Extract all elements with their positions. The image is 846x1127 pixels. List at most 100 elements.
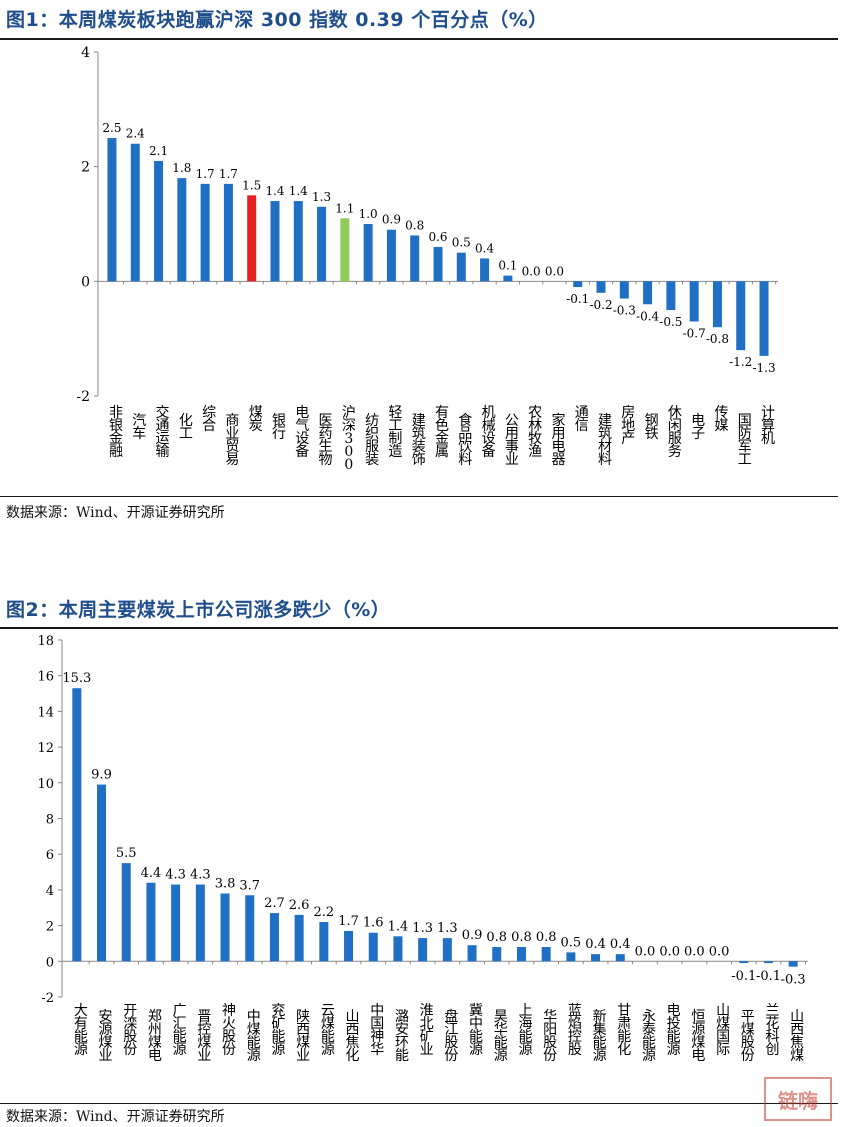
category-label: 食品饮料	[458, 412, 472, 468]
data-label: 0.0	[635, 944, 656, 959]
bar	[566, 952, 576, 962]
watermark-stamp: 链嗨	[764, 1077, 832, 1121]
data-label: 15.3	[62, 671, 91, 686]
bar	[220, 893, 230, 962]
category-label: 交通运输	[156, 404, 170, 460]
data-label: 4.4	[141, 866, 162, 881]
category-label: 建筑装饰	[412, 413, 426, 468]
category-label: 山西焦化	[346, 1009, 360, 1064]
category-label: 永泰能源	[642, 1009, 656, 1064]
bar	[247, 195, 257, 282]
figure-1-top-rule	[0, 38, 838, 40]
bar	[689, 281, 699, 322]
bar	[72, 688, 82, 962]
bar	[195, 884, 205, 962]
bar	[269, 913, 279, 962]
data-label: 0.0	[522, 264, 541, 278]
bar	[739, 961, 749, 964]
bar	[317, 206, 327, 282]
bar	[177, 178, 187, 282]
data-label: 2.7	[264, 896, 285, 911]
data-label: 0.0	[545, 264, 564, 278]
bar	[712, 281, 722, 328]
bar	[591, 954, 601, 962]
data-label: 1.3	[312, 190, 331, 204]
data-label: 1.4	[289, 184, 308, 198]
data-label: 0.6	[428, 230, 447, 244]
figure-1-title: 图1：本周煤炭板块跑赢沪深 300 指数 0.39 个百分点（%）	[6, 9, 548, 31]
bar	[294, 914, 304, 962]
category-label: 甘肃能化	[617, 1003, 631, 1058]
data-label: 1.8	[172, 161, 191, 175]
category-label: 平煤股份	[741, 1009, 755, 1064]
figure-2-bottom-rule	[0, 1103, 838, 1104]
category-label: 晋控煤业	[197, 1009, 211, 1064]
bar	[363, 224, 373, 282]
category-label: 蓝焰控股	[568, 1003, 582, 1058]
bar	[418, 938, 428, 962]
data-label: 1.4	[388, 919, 409, 934]
bar	[619, 281, 629, 299]
bar	[736, 281, 746, 351]
data-label: -0.5	[659, 315, 682, 329]
bar	[393, 936, 403, 962]
bar	[200, 183, 210, 282]
data-label: 0.0	[709, 944, 730, 959]
category-label: 农林牧渔	[528, 405, 542, 460]
category-label: 通信	[575, 405, 589, 434]
data-label: -0.1	[756, 969, 781, 984]
y-tick-label: 16	[37, 670, 54, 685]
y-tick-label: 12	[37, 741, 54, 756]
bar	[154, 160, 164, 282]
bar	[442, 938, 452, 962]
data-label: 0.8	[511, 930, 532, 945]
data-label: 4.3	[190, 868, 211, 883]
bar	[643, 281, 653, 305]
data-label: 9.9	[91, 768, 112, 783]
category-label: 汽车	[132, 413, 146, 442]
data-label: -0.1	[731, 969, 756, 984]
category-label: 兰花科创	[765, 1003, 779, 1058]
category-label: 神火股份	[222, 1003, 236, 1058]
y-tick-label: 0	[46, 955, 54, 970]
bar	[368, 932, 378, 962]
category-label: 大有能源	[74, 1003, 88, 1058]
chart-2: -2 0 2 4 6 8 10 12 14 16 18 15.3 大有能源 9.9 安源煤业 5.5 开滦股份 4…	[37, 634, 808, 1064]
data-label: -0.4	[636, 309, 660, 323]
bar	[146, 882, 156, 962]
category-label: 煤炭	[249, 405, 263, 434]
y-tick-label: 14	[37, 705, 54, 720]
data-label: 1.7	[338, 914, 359, 929]
data-label: 1.3	[437, 921, 458, 936]
category-label: 冀中能源	[469, 1003, 483, 1058]
data-label: 4.3	[165, 868, 186, 883]
category-label: 云煤能源	[321, 1003, 335, 1058]
figure-2-top-rule	[0, 627, 838, 629]
data-label: -1.3	[752, 361, 775, 375]
y-tick-label: 0	[81, 274, 90, 290]
bar	[763, 961, 773, 964]
data-label: 3.8	[215, 876, 236, 891]
data-label: 0.9	[382, 213, 401, 227]
bar	[386, 229, 396, 282]
y-tick-label: 2	[46, 920, 54, 935]
data-label: -0.3	[781, 973, 806, 988]
figure-2-source: 数据来源：Wind、开源证券研究所	[6, 1109, 225, 1125]
figure-1-source: 数据来源：Wind、开源证券研究所	[6, 505, 225, 521]
category-label: 钢铁	[645, 413, 659, 442]
data-label: 1.7	[196, 167, 215, 181]
category-label: 安源煤业	[99, 1009, 113, 1064]
data-label: 1.6	[363, 916, 384, 931]
category-label: 家用电器	[551, 412, 565, 468]
category-label: 华阳股份	[543, 1009, 557, 1064]
bar	[456, 252, 466, 282]
data-label: 1.4	[265, 184, 284, 198]
data-label: 2.6	[289, 898, 310, 913]
data-label: 2.2	[313, 905, 334, 920]
figure-1-bottom-rule	[0, 496, 838, 497]
category-label: 传媒	[714, 405, 728, 434]
category-label: 陕西煤业	[296, 1009, 310, 1064]
data-label: 0.4	[475, 241, 494, 255]
category-label: 山西焦煤	[790, 1009, 804, 1064]
data-label: 1.5	[242, 178, 261, 192]
